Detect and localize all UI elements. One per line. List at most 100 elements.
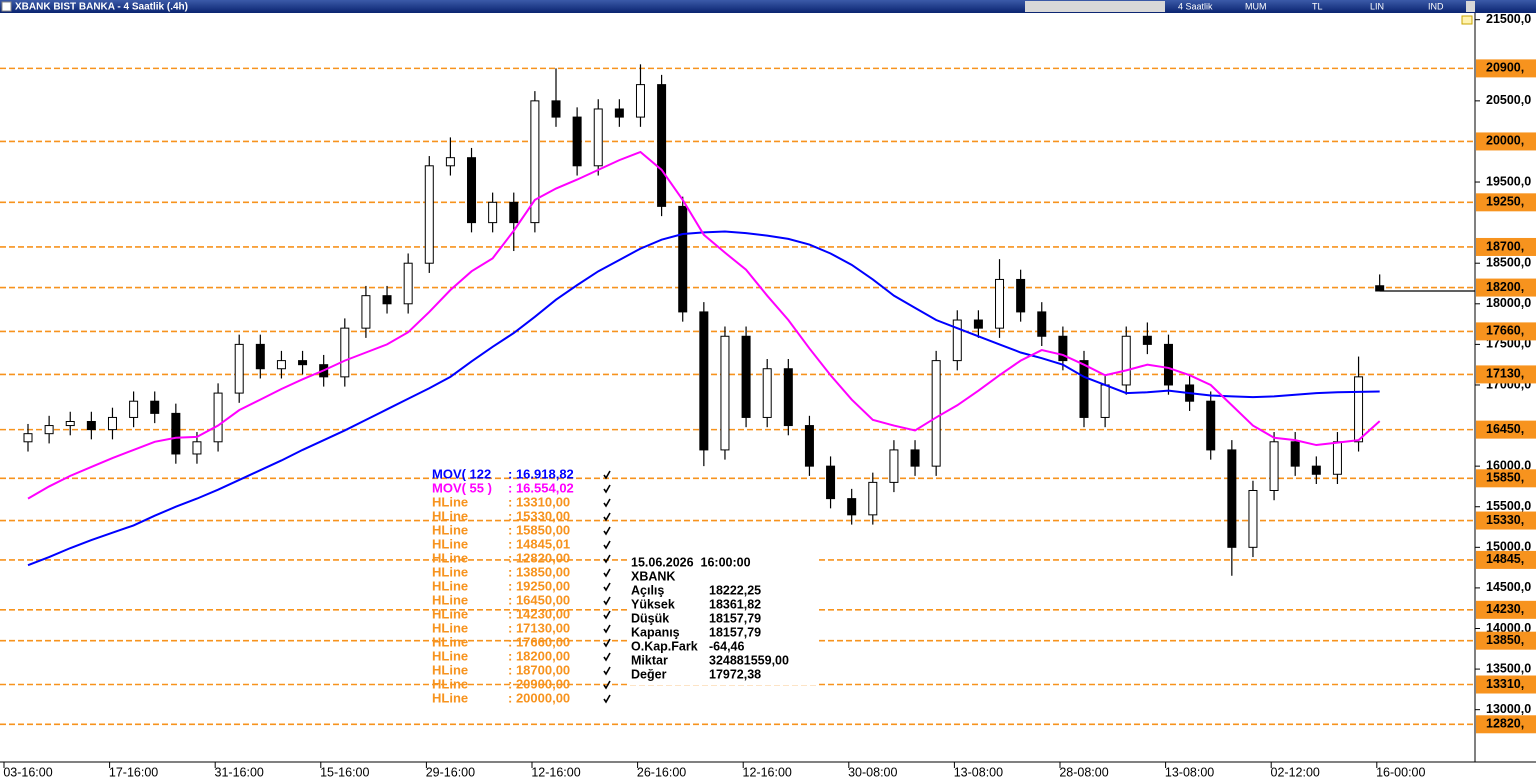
y-tick-label: 14500,0 [1486, 580, 1531, 594]
info-value: 18157,79 [709, 611, 761, 625]
legend-name: HLine [432, 606, 468, 621]
legend-name: HLine [432, 648, 468, 663]
hline-label-box [1476, 237, 1536, 256]
info-value: 324881559,00 [709, 653, 789, 667]
check-icon[interactable] [603, 596, 611, 606]
candle-body [192, 441, 202, 455]
hline-label-box [1476, 469, 1536, 488]
legend-value: : 15850,00 [508, 522, 570, 537]
info-value: 18222,25 [709, 583, 761, 597]
toolbar-button[interactable] [1466, 1, 1475, 12]
info-datetime: 15.06.2026 16:00:00 [631, 555, 751, 569]
candle-body [361, 295, 371, 329]
candle-body [424, 165, 434, 264]
check-icon[interactable] [603, 652, 611, 662]
legend-value: : 12820,00 [508, 550, 570, 565]
y-tick-label: 19500,0 [1486, 174, 1531, 188]
candle-body [910, 449, 920, 467]
legend-name: HLine [432, 592, 468, 607]
candle-body [1290, 441, 1300, 467]
y-tick-label: 20500,0 [1486, 93, 1531, 107]
check-icon[interactable] [603, 484, 611, 494]
hline-axis-label: 14230, [1486, 602, 1524, 616]
candle-body [889, 449, 899, 483]
hline-axis-label: 13310, [1486, 677, 1524, 691]
legend-name: HLine [432, 620, 468, 635]
candle-body [530, 100, 540, 224]
candle-body [1311, 465, 1321, 475]
candle-body [614, 108, 624, 118]
x-tick-label: 26-16:00 [637, 765, 686, 779]
candle-body [551, 100, 561, 118]
y-tick-label: 18500,0 [1486, 256, 1531, 270]
candle-body [678, 205, 688, 313]
check-icon[interactable] [603, 568, 611, 578]
info-label: Düşük [631, 611, 669, 625]
hline-axis-label: 17130, [1486, 367, 1524, 381]
legend-name: HLine [432, 564, 468, 579]
legend-value: : 16.554,02 [508, 480, 574, 495]
x-tick-label: 30-08:00 [848, 765, 897, 779]
hline-label-box [1476, 59, 1536, 78]
check-icon[interactable] [603, 554, 611, 564]
info-label: Yüksek [631, 597, 675, 611]
candle-body [995, 278, 1005, 329]
y-tick-label: 18000,0 [1486, 296, 1531, 310]
hline-axis-label: 14845, [1486, 552, 1524, 566]
check-icon[interactable] [603, 512, 611, 522]
info-panel [628, 555, 816, 685]
hline-label-box [1476, 132, 1536, 151]
check-icon[interactable] [603, 624, 611, 634]
toolbar-item[interactable]: 4 Saatlik [1178, 1, 1213, 11]
candle-body [847, 498, 857, 516]
toolbar-item[interactable]: TL [1312, 1, 1323, 11]
legend-value: : 15330,00 [508, 508, 570, 523]
legend-name: HLine [432, 662, 468, 677]
toolbar-icons[interactable] [1025, 1, 1165, 12]
hline-label-box [1476, 675, 1536, 694]
candle-body [593, 108, 603, 167]
hline-label-box [1476, 715, 1536, 734]
candle-body [255, 343, 265, 370]
candle-body [635, 84, 645, 118]
legend-value: : 20000,00 [508, 690, 570, 705]
check-icon[interactable] [603, 694, 611, 704]
check-icon[interactable] [603, 582, 611, 592]
check-icon[interactable] [603, 680, 611, 690]
y-tick-label: 14000,0 [1486, 621, 1531, 635]
candle-body [931, 360, 941, 467]
candle-body [107, 416, 117, 431]
check-icon[interactable] [603, 638, 611, 648]
x-tick-label: 13-08:00 [1165, 765, 1214, 779]
x-tick-label: 29-16:00 [426, 765, 475, 779]
x-tick-label: 03-16:00 [3, 765, 52, 779]
legend-value: : 17130,00 [508, 620, 570, 635]
candle-body [1163, 343, 1173, 386]
candle-body [952, 319, 962, 362]
candle-body [65, 420, 75, 427]
toolbar-item[interactable]: MUM [1245, 1, 1267, 11]
check-icon[interactable] [603, 470, 611, 480]
candle-body [129, 400, 139, 418]
check-icon[interactable] [603, 526, 611, 536]
check-icon[interactable] [603, 610, 611, 620]
legend-name: HLine [432, 634, 468, 649]
hline-axis-label: 19250, [1486, 195, 1524, 209]
candle-body [1269, 441, 1279, 491]
legend-value: : 14845,01 [508, 536, 570, 551]
toolbar-item[interactable]: LIN [1370, 1, 1384, 11]
legend-value: : 18700,00 [508, 662, 570, 677]
y-tick-label: 16000,0 [1486, 458, 1531, 472]
candle-body [276, 360, 286, 370]
candle-body [382, 295, 392, 305]
chart-title: XBANK BIST BANKA - 4 Saatlik (.4h) [15, 2, 188, 13]
legend-value: : 17660,00 [508, 634, 570, 649]
hline-axis-label: 15850, [1486, 471, 1524, 485]
toolbar-item[interactable]: IND [1428, 1, 1444, 11]
candle-body [298, 360, 308, 366]
check-icon[interactable] [603, 498, 611, 508]
hline-label-box [1476, 550, 1536, 569]
check-icon[interactable] [603, 666, 611, 676]
check-icon[interactable] [603, 540, 611, 550]
legend-name: HLine [432, 550, 468, 565]
